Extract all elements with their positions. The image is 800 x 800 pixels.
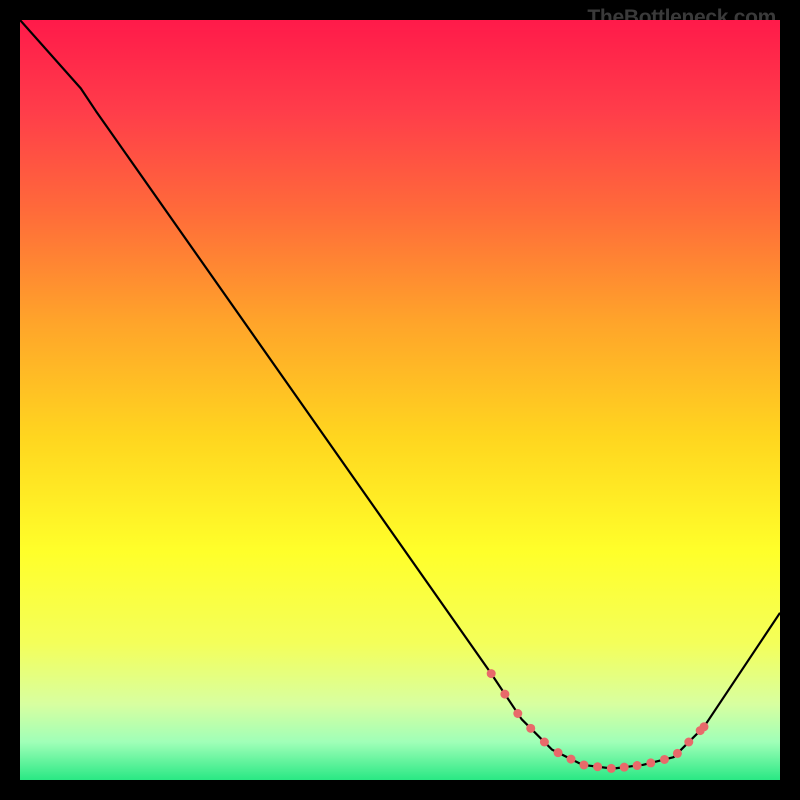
curve-marker	[567, 755, 576, 764]
curve-marker	[684, 738, 693, 747]
curve-marker	[579, 760, 588, 769]
curve-marker	[620, 763, 629, 772]
chart-background	[20, 20, 780, 780]
curve-marker	[673, 749, 682, 758]
curve-marker	[487, 669, 496, 678]
curve-marker	[554, 748, 563, 757]
curve-marker	[660, 755, 669, 764]
curve-marker	[700, 722, 709, 731]
curve-marker	[526, 724, 535, 733]
curve-marker	[513, 709, 522, 718]
curve-marker	[500, 690, 509, 699]
curve-marker	[593, 762, 602, 771]
curve-marker	[646, 758, 655, 767]
chart-svg	[20, 20, 780, 780]
curve-marker	[607, 764, 616, 773]
bottleneck-chart	[20, 20, 780, 780]
curve-marker	[540, 738, 549, 747]
curve-marker	[633, 761, 642, 770]
